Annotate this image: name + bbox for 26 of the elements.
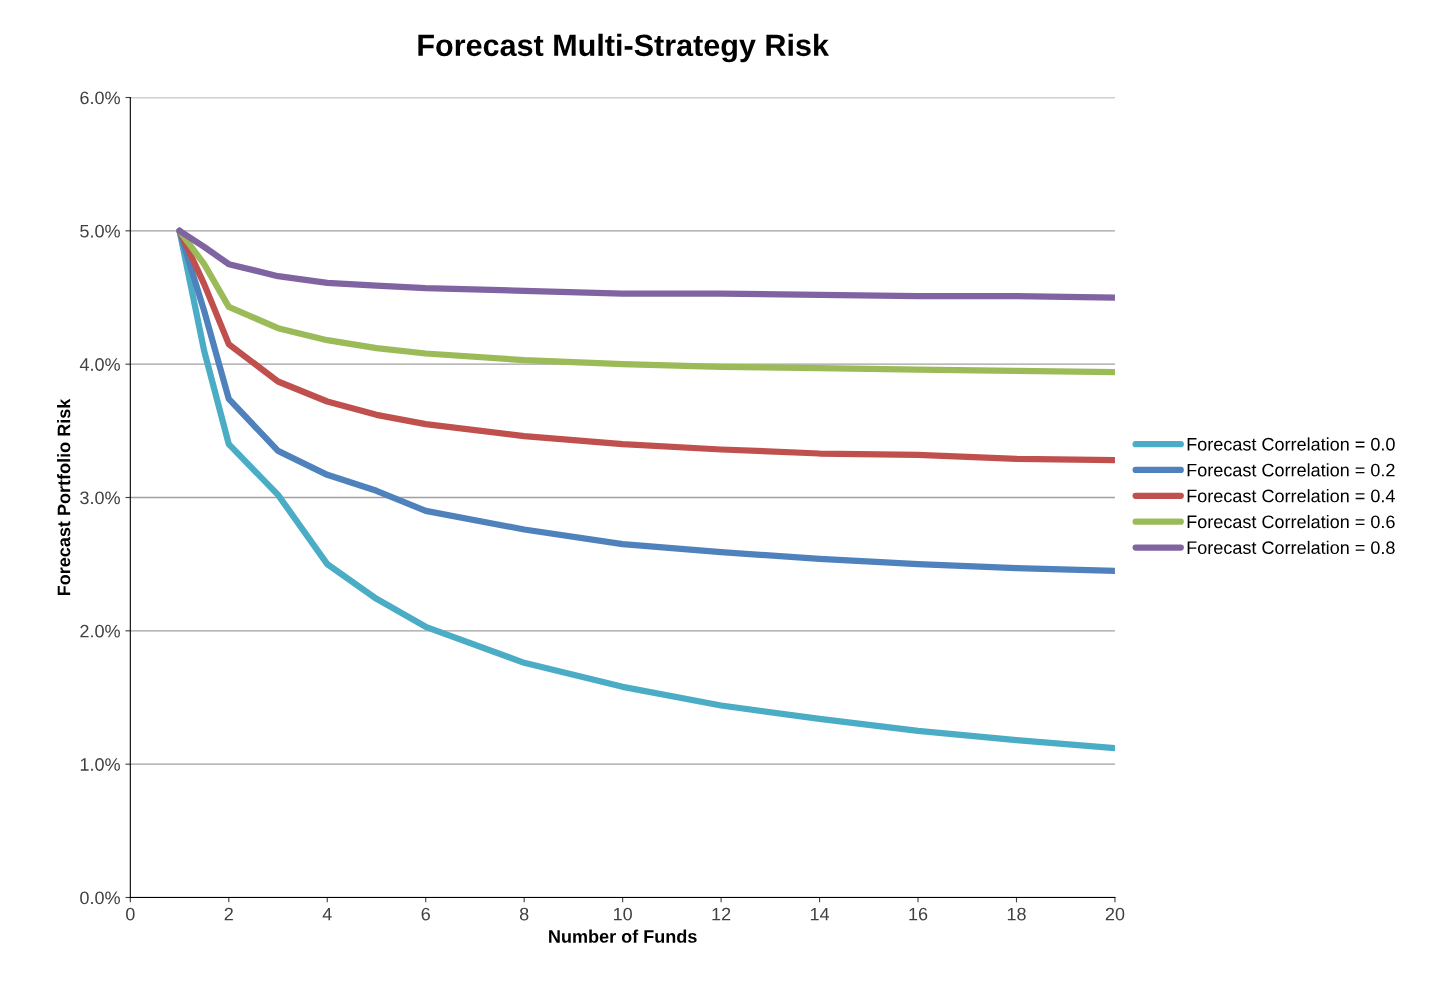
x-axis-title: Number of Funds [549, 929, 697, 943]
x-tick-label: 6 [421, 907, 430, 921]
x-tick-label: 18 [1007, 907, 1026, 921]
x-tick-label: 16 [909, 907, 928, 921]
legend-label: Forecast Correlation = 0.2 [1187, 463, 1395, 477]
x-tick-label: 10 [613, 907, 632, 921]
x-tick-label: 14 [810, 907, 830, 921]
x-tick-label: 2 [224, 907, 233, 921]
y-tick-label: 5.0% [80, 224, 120, 238]
y-tick-label: 6.0% [80, 91, 120, 105]
legend-label: Forecast Correlation = 0.6 [1187, 514, 1395, 529]
chart-title: Forecast Multi-Strategy Risk [418, 33, 829, 63]
y-tick-label: 2.0% [80, 624, 120, 638]
y-tick-label: 0.0% [80, 891, 120, 905]
y-axis-title: Forecast Portfolio Risk [57, 398, 71, 596]
legend-label: Forecast Correlation = 0.4 [1187, 489, 1395, 503]
y-tick-label: 4.0% [79, 358, 120, 371]
x-tick-label: 20 [1105, 907, 1125, 921]
y-tick-label: 1.0% [80, 758, 120, 771]
legend-label: Forecast Correlation = 0.0 [1187, 437, 1395, 451]
x-tick-label: 0 [126, 907, 135, 921]
x-tick-label: 4 [322, 907, 332, 921]
x-tick-label: 8 [519, 907, 529, 921]
legend-label: Forecast Correlation = 0.8 [1187, 540, 1395, 555]
y-tick-label: 3.0% [80, 491, 120, 505]
x-tick-label: 12 [712, 907, 731, 921]
